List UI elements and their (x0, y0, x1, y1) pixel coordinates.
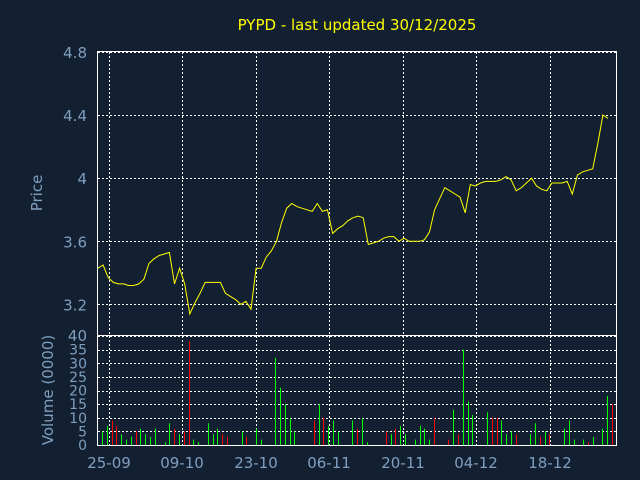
price-tick-labels: 3.2 3.6 4 4.4 4.8 (63, 44, 87, 314)
x-tick-label: 06-11 (307, 454, 351, 472)
volume-tick-label: 20 (69, 384, 87, 400)
price-tick-label: 3.6 (63, 233, 87, 251)
chart-title: PYPD - last updated 30/12/2025 (238, 16, 477, 34)
price-line (97, 114, 609, 316)
price-grid (98, 52, 616, 336)
price-tick-label: 3.2 (63, 296, 87, 314)
volume-tick-label: 35 (69, 343, 87, 359)
volume-tick-label: 5 (78, 424, 87, 440)
volume-bars (102, 341, 613, 445)
x-tick-label: 20-11 (381, 454, 425, 472)
price-axis-label: Price (28, 175, 46, 212)
volume-axis-label: Volume (0000) (39, 335, 57, 445)
x-tick-label: 25-09 (87, 454, 131, 472)
x-tick-labels: 25-09 09-10 23-10 06-11 20-11 04-12 18-12 (87, 454, 572, 472)
volume-tick-label: 10 (69, 411, 87, 427)
x-tick-label: 18-12 (528, 454, 572, 472)
price-tick-label: 4.8 (63, 44, 87, 62)
price-tick-label: 4 (77, 170, 87, 188)
volume-panel-frame (97, 335, 617, 446)
x-tick-label: 23-10 (234, 454, 278, 472)
x-tick-label: 04-12 (454, 454, 498, 472)
x-tick-label: 09-10 (160, 454, 204, 472)
price-tick-label: 4.4 (63, 107, 87, 125)
volume-tick-label: 30 (69, 356, 87, 372)
volume-tick-label: 40 (68, 327, 87, 345)
volume-tick-label: 15 (69, 397, 87, 413)
volume-tick-label: 25 (69, 370, 87, 386)
volume-tick-label: 0 (78, 438, 87, 454)
